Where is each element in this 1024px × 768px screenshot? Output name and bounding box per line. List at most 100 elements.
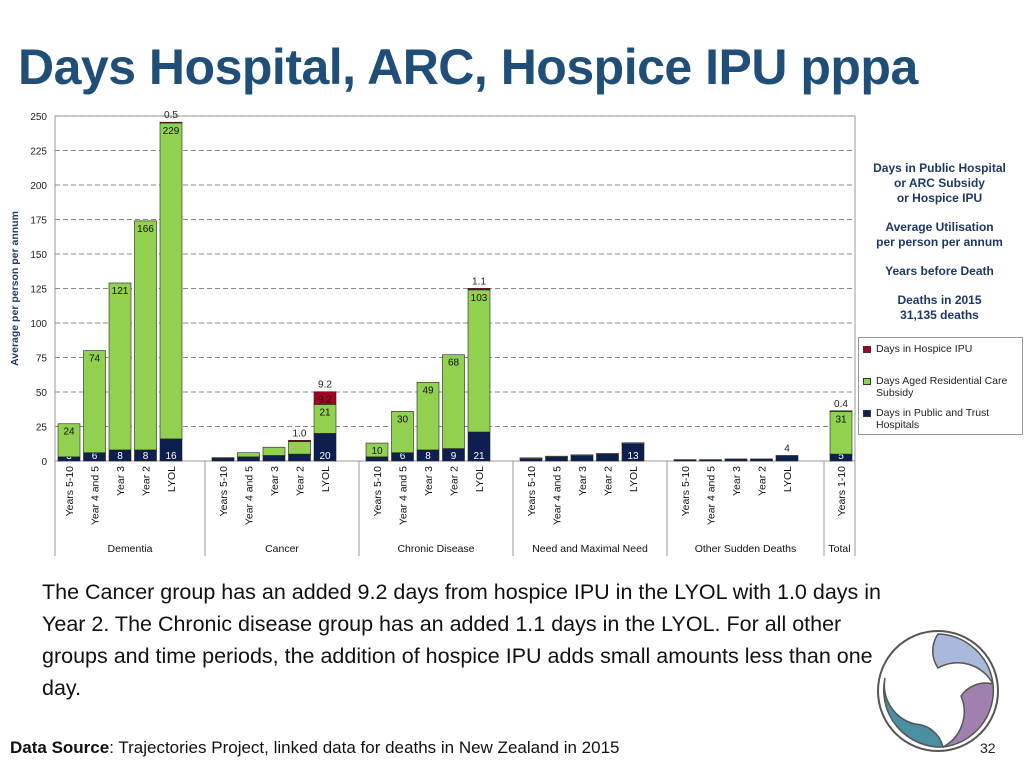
- x-category-label: LYOL: [166, 466, 178, 492]
- bar-segment-hospital: [596, 453, 619, 462]
- legend-label: Days in Public and Trust Hospitals: [876, 407, 990, 431]
- source-label: Data Source: [10, 738, 110, 757]
- data-label-arc: 229: [163, 126, 180, 137]
- x-category-label: Years 1-10: [836, 466, 848, 517]
- side-note-line: Average Utilisation: [885, 220, 994, 234]
- x-category-label: Year 2: [141, 466, 153, 496]
- bar-segment-hospital: [724, 458, 748, 462]
- bar-segment-hospice: [829, 410, 853, 412]
- side-note-line: or Hospice IPU: [896, 191, 983, 205]
- data-label-hospital: 9: [451, 451, 457, 462]
- data-label-hospice: 9.2: [318, 395, 332, 406]
- bar-segment-arc: [211, 457, 235, 459]
- data-label-arc: 31: [835, 414, 847, 425]
- data-label-hospital: 8: [117, 451, 123, 462]
- y-tick-label: 50: [36, 388, 48, 399]
- bar-segment-hospital: [262, 455, 286, 462]
- x-group-label: Chronic Disease: [397, 543, 474, 555]
- bar-total-label: 4: [784, 443, 790, 454]
- data-label-hospital: 20: [319, 451, 331, 462]
- page-number: 32: [980, 740, 996, 756]
- legend-label: Days in Hospice IPU: [876, 343, 973, 355]
- y-tick-label: 250: [30, 112, 47, 123]
- bar-segment-arc: [442, 354, 465, 449]
- x-group-label: Need and Maximal Need: [532, 543, 648, 555]
- data-label-arc: 30: [397, 414, 409, 425]
- bar-segment-arc: [57, 423, 81, 458]
- bar-segment-arc: [365, 442, 389, 458]
- x-category-label: Year 3: [115, 466, 127, 496]
- bar-segment-hospital: [775, 455, 799, 462]
- data-label-hospital: 8: [425, 451, 431, 462]
- slide-title: Days Hospital, ARC, Hospice IPU pppa: [18, 39, 918, 95]
- x-category-label: Year 3: [731, 466, 743, 496]
- data-label-arc: 121: [112, 286, 129, 297]
- y-tick-label: 0: [41, 457, 47, 468]
- data-label-hospital: 13: [627, 451, 639, 462]
- bar-segment-hospital: [288, 453, 311, 462]
- data-label-hospital: 16: [165, 451, 177, 462]
- x-category-label: LYOL: [474, 466, 486, 492]
- data-label-arc: 21: [319, 407, 331, 418]
- data-label-arc: 68: [448, 358, 460, 369]
- bar-segment-arc: [108, 282, 132, 451]
- bar-segment-hospital: [237, 456, 260, 462]
- side-note-line: or ARC Subsidy: [894, 176, 985, 190]
- bar-segment-hospital: [699, 459, 722, 462]
- data-label-hospital: 8: [143, 451, 149, 462]
- legend-label: Days Aged Residential Care Subsidy: [876, 375, 1008, 399]
- side-note-line: 31,135 deaths: [900, 308, 979, 322]
- bar-segment-hospital: [365, 456, 389, 462]
- data-label-arc: 103: [471, 293, 488, 304]
- bar-segment-arc: [159, 122, 183, 440]
- x-category-label: LYOL: [320, 466, 332, 492]
- bar-segment-arc: [570, 454, 594, 456]
- data-label-hospital: 21: [473, 451, 485, 462]
- bar-total-label: 1.0: [293, 428, 307, 439]
- bar-segment-arc: [237, 452, 260, 458]
- x-category-label: Years 5-10: [680, 466, 692, 517]
- x-category-label: Year 4 and 5: [706, 466, 718, 525]
- bar-segment-hospice: [159, 121, 183, 124]
- bar-segment-hospice: [467, 288, 491, 291]
- bar-total-label: 0.5: [164, 110, 178, 121]
- y-tick-label: 175: [30, 216, 47, 227]
- x-category-label: Years 5-10: [64, 466, 76, 517]
- bar-segment-hospital: [545, 456, 568, 462]
- bar-segment-arc: [262, 446, 286, 456]
- data-source-note: Data Source: Trajectories Project, linke…: [10, 738, 620, 758]
- bar-segment-arc: [288, 441, 311, 455]
- x-category-label: Year 4 and 5: [90, 466, 102, 525]
- x-category-label: Year 4 and 5: [552, 466, 564, 525]
- x-category-label: LYOL: [628, 466, 640, 492]
- bar-segment-hospital: [570, 455, 594, 462]
- data-label-arc: 166: [137, 224, 154, 235]
- data-label-arc: 24: [63, 427, 75, 438]
- y-tick-label: 225: [30, 147, 47, 158]
- x-category-label: Year 2: [757, 466, 769, 496]
- bar-segment-hospice: [313, 391, 337, 405]
- y-tick-label: 25: [36, 423, 48, 434]
- bar-total-label: 0.4: [834, 399, 848, 410]
- x-category-label: Year 4 and 5: [398, 466, 410, 525]
- data-label-hospital: 5: [838, 451, 844, 462]
- side-note-line: Years before Death: [885, 264, 994, 278]
- legend-swatch-hospice: [863, 346, 871, 353]
- side-note-line: per person per annum: [876, 235, 1003, 249]
- bar-segment-arc: [545, 455, 568, 458]
- x-category-label: Years 5-10: [218, 466, 230, 517]
- y-tick-label: 125: [30, 285, 47, 296]
- legend-swatch-hospital: [863, 410, 871, 417]
- x-category-label: Year 2: [603, 466, 615, 496]
- source-text: : Trajectories Project, linked data for …: [109, 738, 620, 757]
- x-group-label: Total: [828, 543, 850, 555]
- side-notes-block: Days in Public Hospital or ARC Subsidy o…: [862, 161, 1017, 323]
- x-group-label: Cancer: [265, 543, 299, 555]
- bar-segment-arc: [596, 453, 619, 455]
- bar-total-label: 9.2: [318, 380, 332, 391]
- bar-segment-arc: [134, 220, 157, 451]
- data-label-hospital: 6: [92, 451, 98, 462]
- x-category-label: LYOL: [782, 466, 794, 492]
- data-label-arc: 49: [422, 385, 434, 396]
- bar-segment-arc: [519, 457, 543, 459]
